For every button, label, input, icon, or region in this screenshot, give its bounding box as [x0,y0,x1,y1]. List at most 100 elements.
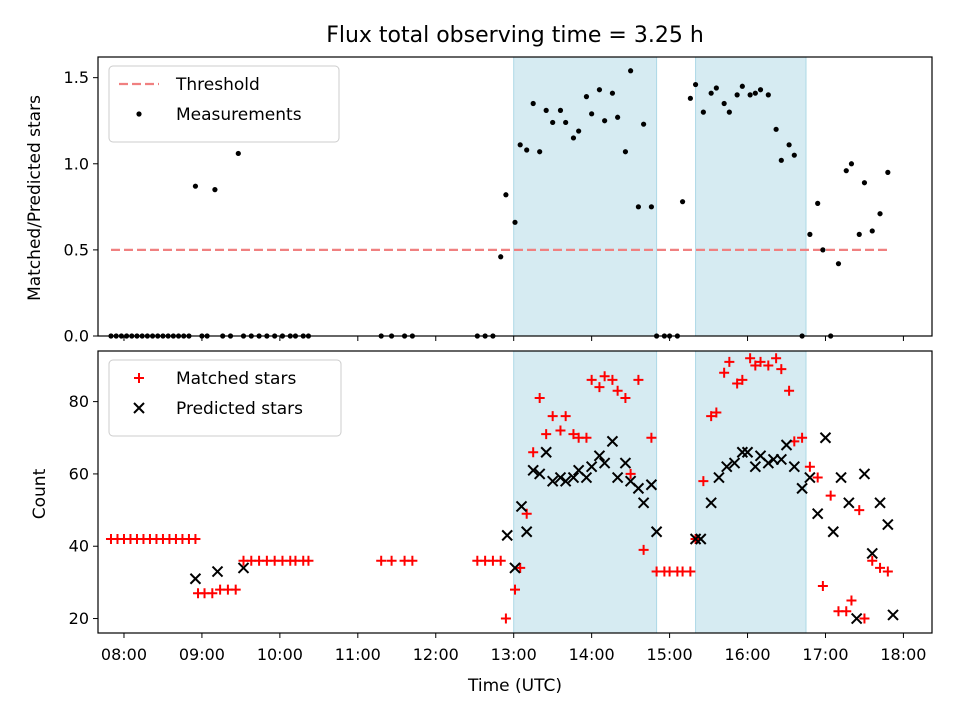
axes-frame [97,56,933,337]
measurement-point [778,157,784,163]
matched-stars-point [859,613,870,624]
x-tick-label: 11:00 [335,645,381,664]
measurement-point [524,147,530,153]
measurement-point [635,204,642,210]
count-axes: 20 40 60 80 08:00 09:00 10:00 11:00 12:00 13:00 14… [69,350,933,664]
predicted-stars-point [858,468,871,480]
measurement-point [557,107,564,113]
predicted-stars-point [882,518,894,531]
matched-stars-point [875,562,886,573]
predicted-stars-point [695,533,707,545]
predicted-stars-point [540,446,552,458]
predicted-stars-point [796,482,808,495]
matched-stars-point [882,566,893,577]
measurement-point [641,121,647,127]
predicted-stars-point [713,471,725,484]
measurement-point [615,114,621,120]
predicted-stars-point [887,609,899,621]
legend-matched-swatch [134,373,144,383]
predicted-stars-point [843,497,855,509]
measurement-point [498,254,504,260]
measurement-point [815,200,821,206]
predicted-stars-point [632,482,645,495]
predicted-stars-point [827,526,839,538]
x-tick-label: 13:00 [491,645,537,664]
measurement-point [765,92,771,98]
predicted-stars-point [705,497,717,509]
matched-stars-point [825,490,836,501]
measurement-point [752,90,758,96]
matched-stars-point [625,468,636,479]
observing-window-band [695,56,807,337]
measurement-point [212,187,218,193]
measurement-point [622,149,629,155]
matched-stars-point [555,425,566,436]
predicted-stars-point [554,471,567,484]
predicted-stars-point [567,471,580,484]
measurement-point [869,228,875,234]
y-tick-label: 1.5 [64,68,89,87]
predicted-stars-point [520,526,533,538]
y-tick-label: 40 [69,537,89,556]
predicted-stars-point [741,446,754,458]
measurement-point [648,204,655,210]
measurement-point [861,180,868,186]
measurement-point [543,107,549,113]
y-tick-label: 0.0 [64,327,89,346]
predicted-stars-point [645,479,658,491]
predicted-stars-point [580,471,593,484]
x-tick-label: 18:00 [880,645,926,664]
legend-box [108,359,342,437]
matched-stars-point [620,393,631,403]
matched-stars-point [763,360,774,371]
chart-title: Flux total observing time = 3.25 h [326,23,704,48]
matched-stars-point [817,581,828,591]
measurement-point [609,90,616,96]
measurement-point [726,109,732,115]
matched-stars-point [745,353,756,364]
matched-stars-point [776,364,787,375]
predicted-stars-point [637,497,650,509]
x-tick-label: 08:00 [101,645,147,664]
predicted-stars-point [874,497,886,509]
measurement-point [517,142,523,148]
predicted-stars-point [237,562,250,574]
x-tick-label: 15:00 [647,645,693,664]
matched-stars-point [528,447,539,458]
matched-stars-point [612,385,623,396]
legend-entry-label: Threshold [175,75,260,95]
measurement-point [692,81,699,88]
predicted-stars-point [804,471,816,484]
measurement-point [856,231,862,237]
measurement-point [708,90,714,96]
matched-stars-point [784,385,795,396]
axes-frame [97,350,933,634]
measurement-point [739,83,745,89]
measurement-point [786,142,792,148]
legend-entry-label: Measurements [176,105,302,125]
ratio-axes: 0.0 0.5 1.0 1.5 Threshold Measurements [64,56,933,346]
matched-stars-point [638,544,649,555]
measurement-point [192,183,199,189]
predicted-stars-point [559,475,572,487]
predicted-stars-point [546,475,559,487]
matched-stars-point [534,393,545,403]
predicted-stars-point [611,471,624,484]
matched-stars-point [737,374,748,385]
x-tick-label: 17:00 [802,645,848,664]
x-tick-label: 16:00 [724,645,770,664]
x-axis-label: Time (UTC) [467,676,562,696]
matched-stars-point [386,555,397,566]
predicted-stars-point [736,446,749,458]
matched-stars-point [568,429,579,440]
matched-stars-point [732,378,743,389]
legend-measurements-swatch [136,111,142,117]
measurement-point [687,95,693,101]
matched-stars-point [719,367,730,378]
matched-stars-point [633,374,644,385]
measurement-point [757,87,764,93]
y-tick-label: 0.5 [64,240,89,259]
predicted-stars-point [585,460,598,473]
matched-stars-point [599,371,610,382]
